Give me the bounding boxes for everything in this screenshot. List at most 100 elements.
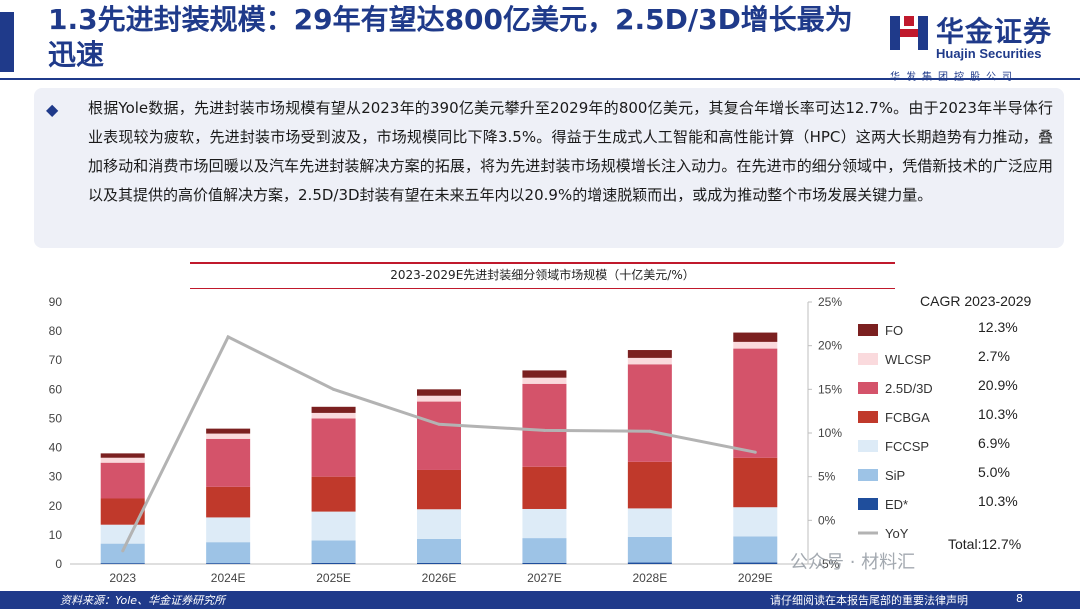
x-tick-label: 2026E bbox=[422, 571, 457, 585]
bar-segment bbox=[627, 350, 672, 358]
y2-tick-label: 15% bbox=[818, 382, 842, 396]
x-tick-label: 2023 bbox=[109, 571, 136, 585]
page-title: 1.3先进封装规模：29年有望达800亿美元，2.5D/3D增长最为迅速 bbox=[48, 3, 853, 71]
legend-label: WLCSP bbox=[885, 352, 931, 367]
legend-cagr-value: 6.9% bbox=[978, 435, 1010, 451]
y-tick-label: 30 bbox=[49, 470, 63, 484]
bar-segment bbox=[206, 438, 251, 487]
legend-cagr-value: Total:12.7% bbox=[948, 536, 1021, 552]
bar-segment bbox=[100, 543, 145, 564]
bar-segment bbox=[311, 476, 356, 512]
legend-swatch bbox=[858, 440, 878, 452]
bar-segment bbox=[100, 453, 145, 458]
y-tick-label: 20 bbox=[49, 499, 63, 513]
yoy-point bbox=[121, 549, 125, 553]
page-number: 8 bbox=[1016, 592, 1023, 605]
bar-segment bbox=[733, 507, 778, 537]
bar-segment bbox=[311, 406, 356, 413]
y2-tick-label: 5% bbox=[818, 470, 836, 484]
bar-segment bbox=[522, 383, 567, 467]
bar-segment bbox=[522, 562, 567, 564]
yoy-point bbox=[542, 428, 546, 432]
footer-source: 资料来源：Yole、华金证券研究所 bbox=[60, 594, 226, 607]
yoy-point bbox=[648, 429, 652, 433]
bar-segment bbox=[733, 562, 778, 564]
legend-label: FCCSP bbox=[885, 439, 929, 454]
bar-segment bbox=[627, 364, 672, 462]
bar-segment bbox=[206, 486, 251, 518]
bar-segment bbox=[417, 509, 461, 539]
diamond-bullet-icon: ◆ bbox=[46, 100, 59, 119]
logo-english-name: Huajin Securities bbox=[936, 46, 1042, 61]
company-logo: 华金证券 Huajin Securities 华发集团控股公司 bbox=[888, 8, 1073, 86]
x-tick-label: 2029E bbox=[738, 571, 773, 585]
bar-segment bbox=[206, 428, 251, 434]
legend-swatch bbox=[858, 498, 878, 510]
bar-segment bbox=[522, 377, 567, 384]
bar-segment bbox=[417, 389, 461, 396]
bar-segment bbox=[311, 412, 356, 419]
chart-title-rule bbox=[190, 288, 895, 289]
y-tick-label: 10 bbox=[49, 528, 63, 542]
y2-tick-label: 0% bbox=[818, 513, 836, 527]
x-tick-label: 2027E bbox=[527, 571, 562, 585]
bar-segment bbox=[522, 538, 567, 563]
footer-bar bbox=[0, 591, 1080, 609]
legend-cagr-value: 5.0% bbox=[978, 464, 1010, 480]
bar-segment bbox=[311, 562, 356, 564]
legend-label: YoY bbox=[885, 526, 909, 541]
legend-swatch bbox=[858, 382, 878, 394]
bar-segment bbox=[733, 332, 778, 342]
y2-tick-label: 25% bbox=[818, 295, 842, 309]
logo-subtitle: 华发集团控股公司 bbox=[890, 68, 1018, 83]
y-tick-label: 50 bbox=[49, 411, 63, 425]
bar-segment bbox=[417, 395, 461, 402]
x-tick-label: 2028E bbox=[633, 571, 668, 585]
bar-segment bbox=[417, 401, 461, 470]
legend-cagr-value: 2.7% bbox=[978, 348, 1010, 364]
bar-segment bbox=[733, 457, 778, 508]
legend-label: SiP bbox=[885, 468, 905, 483]
yoy-point bbox=[332, 387, 336, 391]
legend-swatch bbox=[858, 469, 878, 481]
bar-segment bbox=[627, 562, 672, 564]
summary-box: ◆ 根据Yole数据，先进封装市场规模有望从2023年的390亿美元攀升至202… bbox=[34, 88, 1064, 248]
bar-segment bbox=[522, 508, 567, 539]
x-tick-label: 2025E bbox=[316, 571, 351, 585]
bar-segment bbox=[206, 517, 251, 543]
bar-segment bbox=[206, 563, 251, 564]
bar-segment bbox=[206, 542, 251, 564]
bar-segment bbox=[627, 357, 672, 365]
bar-segment bbox=[311, 418, 356, 477]
bar-segment bbox=[100, 563, 145, 564]
bar-segment bbox=[733, 341, 778, 349]
legend-label: 2.5D/3D bbox=[885, 381, 933, 396]
bar-segment bbox=[100, 524, 145, 544]
y-tick-label: 40 bbox=[49, 441, 63, 455]
legend-cagr-value: 12.3% bbox=[978, 319, 1018, 335]
chart-top-rule bbox=[190, 262, 895, 264]
bar-segment bbox=[627, 508, 672, 537]
legend-cagr-value: 20.9% bbox=[978, 377, 1018, 393]
legend-label: FO bbox=[885, 323, 903, 338]
chart-title: 2023-2029E先进封装细分领域市场规模（十亿美元/%） bbox=[390, 268, 695, 282]
bar-segment bbox=[311, 540, 356, 563]
y-tick-label: 80 bbox=[49, 324, 63, 338]
huajin-logo-icon bbox=[888, 12, 930, 54]
logo-chinese-name: 华金证券 bbox=[936, 15, 1053, 48]
yoy-point bbox=[437, 422, 441, 426]
watermark: 公众号 · 材料汇 bbox=[790, 552, 916, 573]
legend-title: CAGR 2023-2029 bbox=[920, 293, 1032, 309]
bar-segment bbox=[100, 457, 145, 463]
bar-segment bbox=[100, 498, 145, 525]
legend-swatch bbox=[858, 324, 878, 336]
bar-segment bbox=[100, 462, 145, 499]
bar-segment bbox=[733, 536, 778, 563]
bar-segment bbox=[417, 562, 461, 564]
summary-text: 根据Yole数据，先进封装市场规模有望从2023年的390亿美元攀升至2029年… bbox=[88, 99, 1053, 204]
legend-label: FCBGA bbox=[885, 410, 930, 425]
y2-tick-label: 10% bbox=[818, 426, 842, 440]
bar-segment bbox=[522, 466, 567, 509]
legend-swatch bbox=[858, 353, 878, 365]
bar-segment bbox=[627, 461, 672, 509]
